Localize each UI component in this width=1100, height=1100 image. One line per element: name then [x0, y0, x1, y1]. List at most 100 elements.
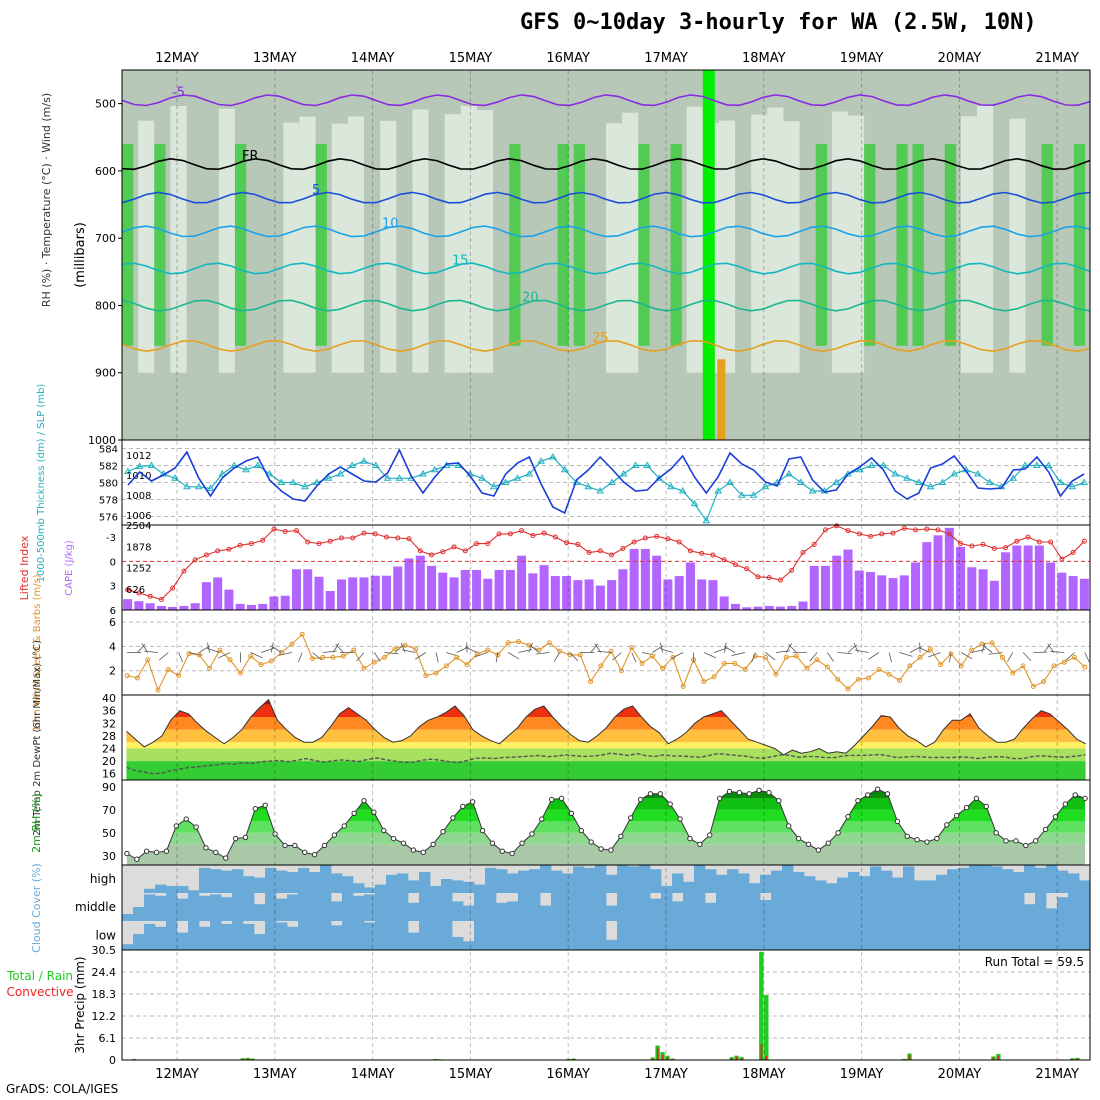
thickness-point: [867, 461, 876, 468]
cloud-cell: [969, 921, 981, 950]
li-point: [676, 539, 682, 545]
thickness-point: [218, 470, 227, 477]
li-point: [451, 544, 457, 550]
cloud-cell: [188, 893, 200, 921]
cloud-cell: [496, 902, 508, 921]
thickness-point: [324, 474, 333, 481]
cloud-cell: [1079, 893, 1091, 921]
cloud-cell: [1002, 893, 1014, 921]
wind-speed-point: [577, 652, 583, 658]
cloud-cell: [771, 870, 783, 893]
cloud-cell: [815, 921, 827, 950]
wind-speed-point: [639, 660, 645, 666]
cloud-cell: [122, 914, 134, 921]
axis-label: CAPE (J/kg): [64, 540, 75, 596]
li-point: [586, 550, 592, 556]
wind-speed-point: [608, 648, 614, 654]
wind-barb: [569, 652, 579, 662]
wind-barb: [837, 652, 852, 655]
cloud-cell: [958, 921, 970, 950]
li-point: [609, 552, 615, 558]
li-point: [429, 552, 435, 558]
y-tick-label: 30: [102, 850, 116, 863]
cloud-cell: [1024, 904, 1036, 921]
cape-bar: [438, 572, 448, 610]
cloud-cell: [485, 921, 497, 950]
cloud-cell: [859, 921, 871, 950]
thickness-point: [643, 461, 652, 468]
cloud-cell: [672, 873, 684, 893]
cape-bar: [697, 579, 707, 610]
wind-speed-point: [124, 673, 130, 679]
li-point: [868, 533, 874, 539]
thickness-point: [253, 461, 262, 468]
cloud-cell: [837, 893, 849, 921]
rh-point: [973, 795, 980, 802]
cloud-cell: [320, 921, 332, 950]
cape-bar: [235, 603, 245, 610]
precip-total-bar: [759, 951, 764, 1060]
wind-speed-point: [382, 654, 388, 660]
thickness-point: [702, 516, 711, 524]
rh-point: [726, 788, 733, 795]
cloud-cell: [1013, 893, 1025, 921]
cloud-cell: [804, 893, 816, 921]
rh-point: [944, 822, 950, 828]
cloud-cell: [991, 921, 1003, 950]
rh-point: [183, 816, 189, 822]
li-point: [541, 530, 547, 536]
rh-point: [637, 796, 644, 803]
li-point: [913, 527, 919, 533]
cloud-cell: [892, 921, 904, 950]
date-label-bottom: 19MAY: [840, 1067, 884, 1082]
cloud-cell: [122, 944, 134, 950]
cape-bar: [573, 580, 583, 610]
cloud-cell: [375, 893, 387, 921]
thickness-point: [1032, 461, 1041, 468]
cloud-cell: [1057, 897, 1069, 921]
cape-bar: [719, 596, 729, 610]
rh-point: [203, 845, 209, 851]
li-point: [338, 535, 344, 541]
isotherm-line: [121, 225, 1091, 238]
wind-speed-point: [464, 662, 470, 668]
cape-bar: [1023, 545, 1033, 610]
date-label-bottom: 20MAY: [938, 1067, 982, 1082]
wind-speed-point: [1051, 663, 1057, 669]
isotherm-line: [121, 339, 1091, 353]
wind-speed-point: [1082, 664, 1088, 670]
rh-point: [716, 795, 723, 802]
rh-point: [400, 840, 407, 846]
date-label-top: 15MAY: [449, 51, 493, 66]
date-label-top: 18MAY: [742, 51, 786, 66]
rh-point: [993, 830, 999, 836]
y-tick-label: 2: [109, 665, 116, 678]
cloud-cell: [562, 921, 574, 950]
wind-barb: [751, 652, 756, 663]
cloud-cell: [771, 893, 783, 921]
li-point: [845, 528, 851, 534]
cape-bar: [393, 566, 403, 610]
li-point: [991, 545, 997, 551]
cloud-cell: [265, 867, 277, 893]
axis-label: 2m Temp 2m DewPt (6hr Min/Max) (°C): [32, 640, 43, 836]
wind-barb: [401, 649, 416, 653]
wind-speed-point: [660, 665, 666, 671]
rh-moist-column: [864, 144, 876, 346]
cloud-cell: [441, 893, 453, 921]
isotherm-label: 10: [382, 216, 399, 231]
cape-bar: [967, 567, 977, 610]
li-point: [519, 528, 525, 534]
cloud-cell: [936, 893, 948, 921]
cloud-cell: [243, 923, 255, 950]
rh-point: [845, 814, 851, 820]
cloud-cell: [969, 893, 981, 921]
rh-dry-patch: [138, 120, 155, 373]
y-tick-label: 584: [99, 445, 118, 456]
wind-barb: [322, 650, 337, 653]
cloud-cell: [551, 921, 563, 950]
li-point: [1081, 538, 1087, 544]
cape-bar: [899, 575, 909, 610]
cloud-cell: [309, 921, 321, 950]
rh-moist-column: [912, 144, 924, 346]
